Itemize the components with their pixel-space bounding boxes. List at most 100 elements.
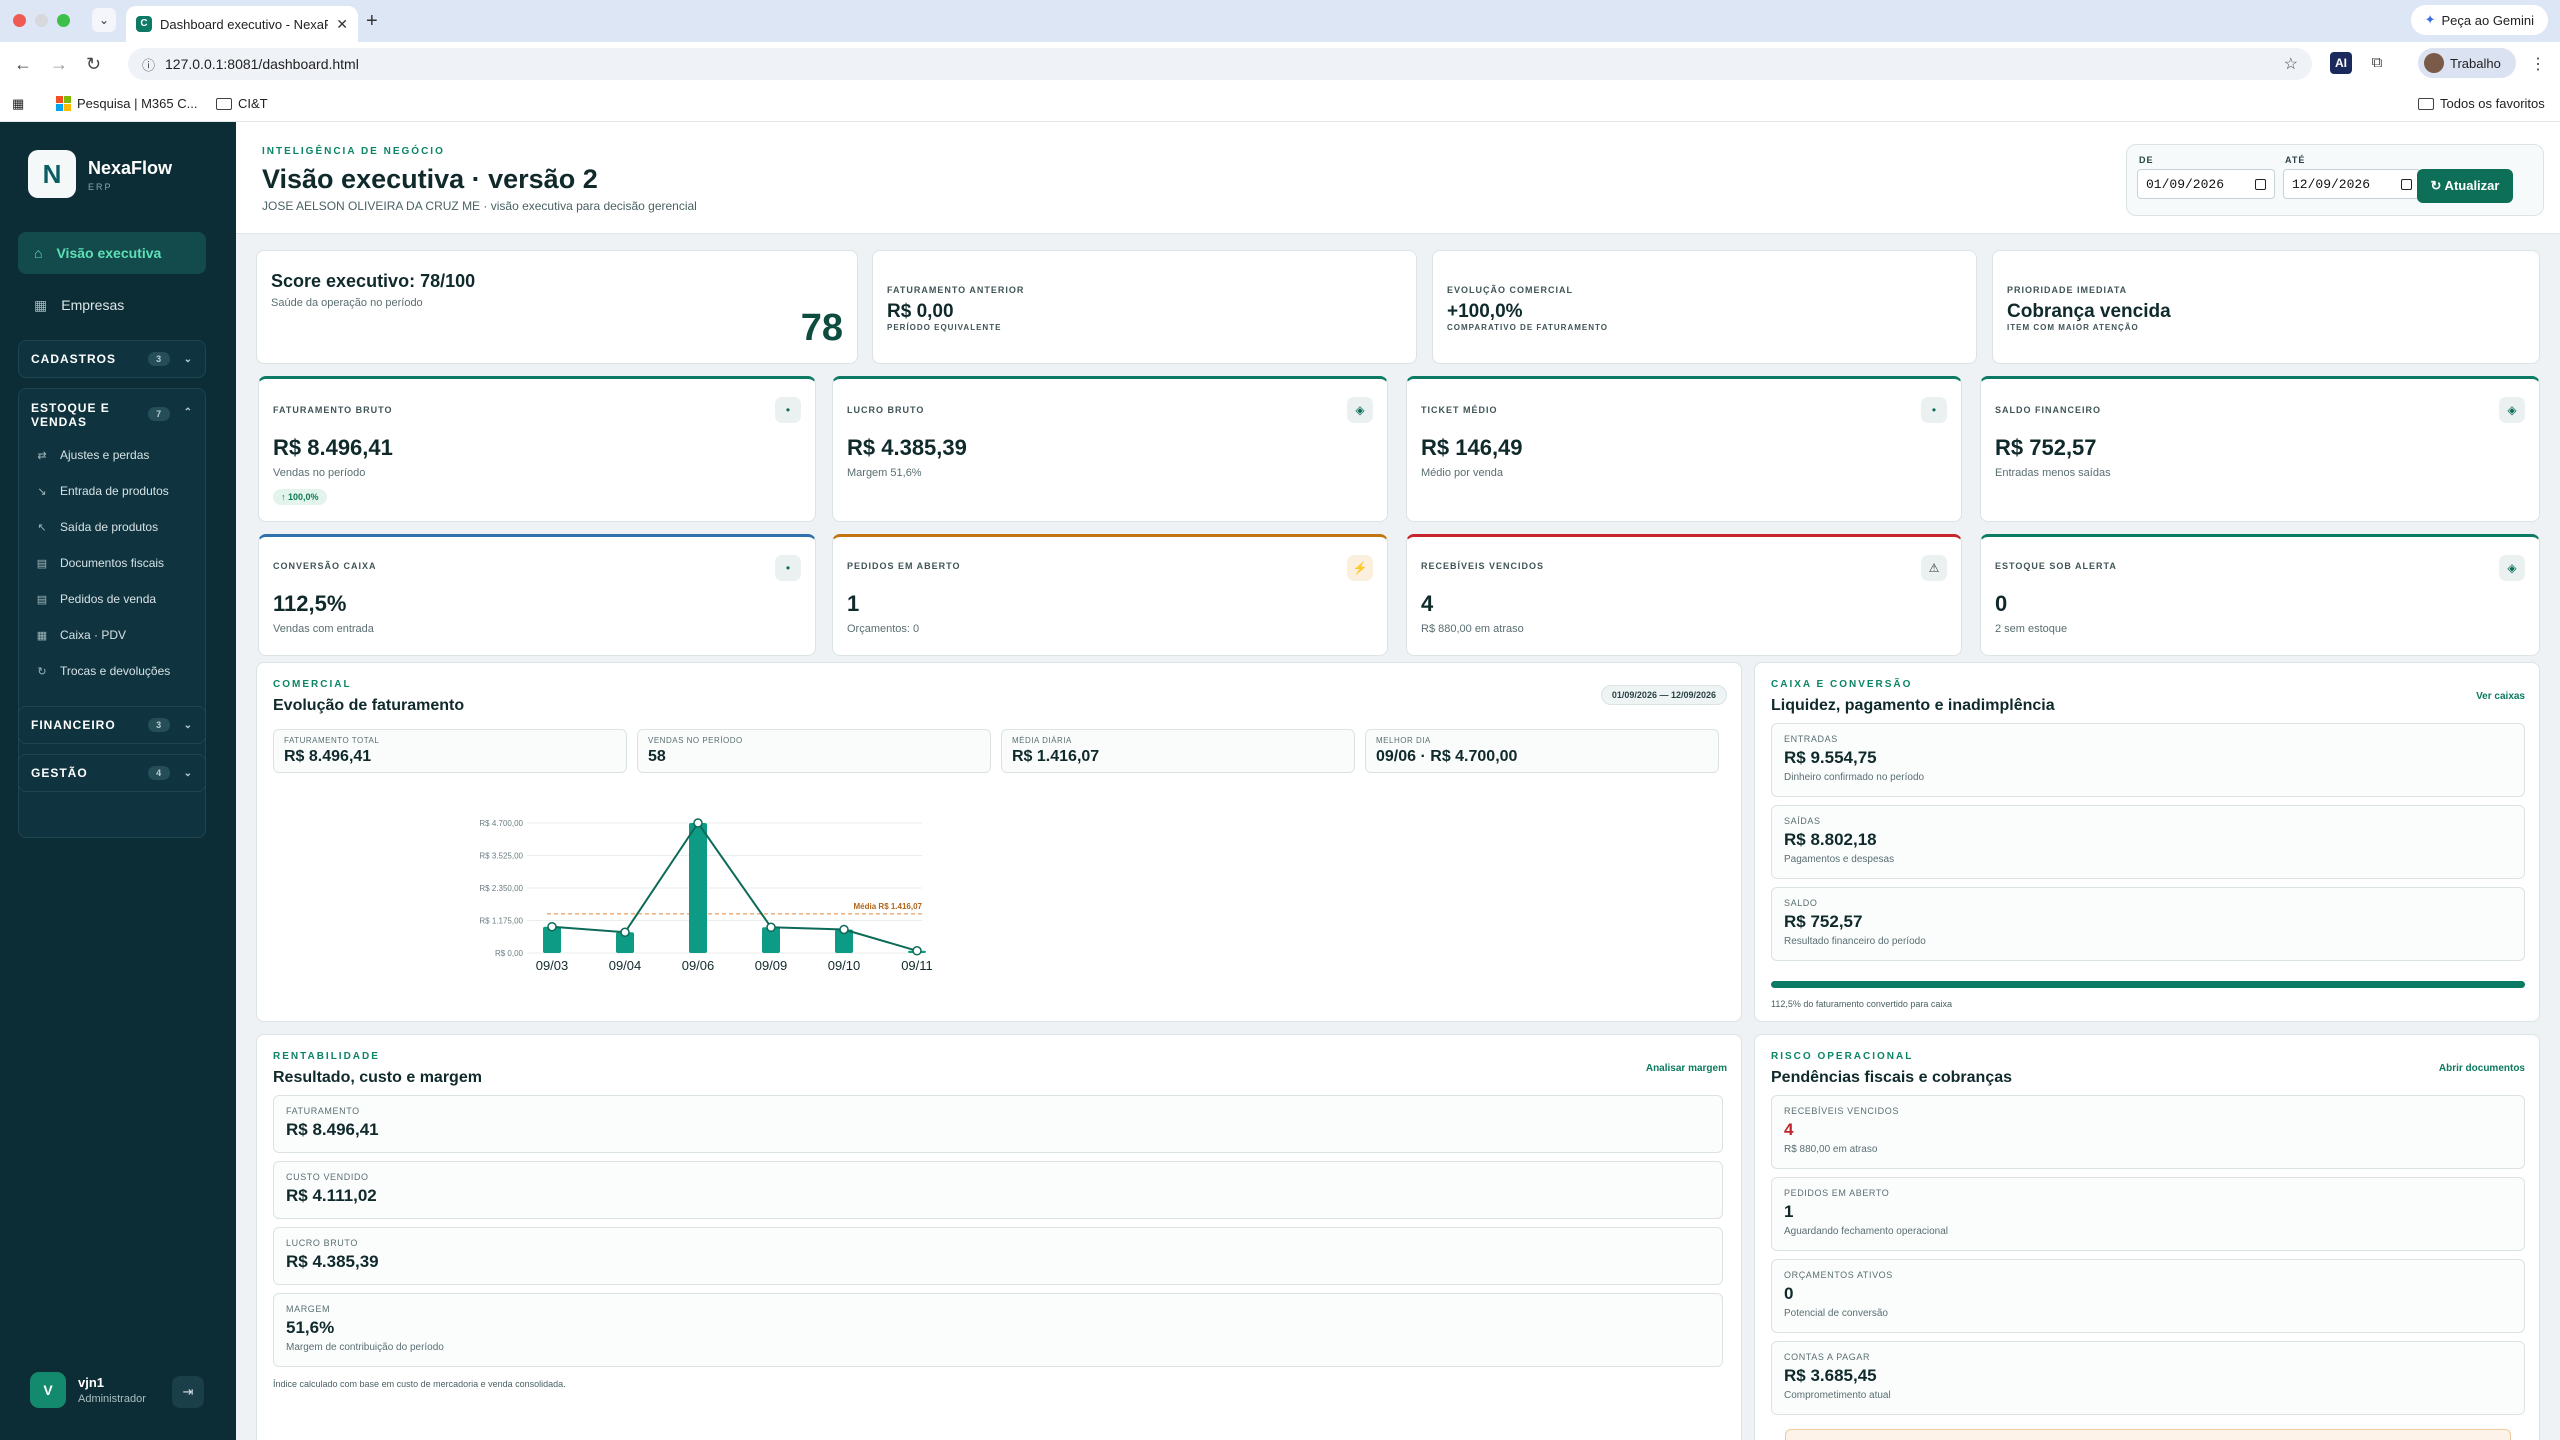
sidebar-subitem-entrada[interactable]: ↘ Entrada de produtos bbox=[36, 484, 169, 498]
summary-card-evolucao: EVOLUÇÃO COMERCIAL +100,0% COMPARATIVO D… bbox=[1432, 250, 1977, 364]
sidebar-subitem-trocas[interactable]: ↻ Trocas e devoluções bbox=[36, 664, 170, 678]
diamond-icon: ◈ bbox=[1347, 397, 1373, 423]
score-subtitle: Saúde da operação no período bbox=[271, 297, 423, 309]
row-desc: Dinheiro confirmado no período bbox=[1784, 772, 1925, 783]
card-label: EVOLUÇÃO COMERCIAL bbox=[1447, 285, 1573, 295]
bar bbox=[543, 926, 561, 953]
brand-subtitle: ERP bbox=[88, 182, 113, 192]
from-date-value: 01/09/2026 bbox=[2146, 176, 2225, 192]
close-window-button[interactable] bbox=[13, 14, 26, 27]
logout-button[interactable]: ⇥ bbox=[172, 1376, 204, 1408]
y-tick-label: R$ 1.175,00 bbox=[479, 917, 523, 926]
kpi-saldo-financeiro: SALDO FINANCEIRO ◈ R$ 752,57 Entradas me… bbox=[1980, 376, 2540, 522]
row-desc: Comprometimento atual bbox=[1784, 1390, 1891, 1401]
page-eyebrow: INTELIGÊNCIA DE NEGÓCIO bbox=[262, 146, 445, 157]
subitem-label: Entrada de produtos bbox=[60, 484, 169, 498]
sidebar-subitem-caixa[interactable]: ▦ Caixa · PDV bbox=[36, 628, 126, 642]
stat-vendas-periodo: VENDAS NO PERÍODO 58 bbox=[637, 729, 991, 773]
gemini-button[interactable]: ✦ Peça ao Gemini bbox=[2410, 5, 2548, 35]
sidebar-subitem-ajustes[interactable]: ⇄ Ajustes e perdas bbox=[36, 448, 149, 462]
row-desc: Potencial de conversão bbox=[1784, 1308, 1888, 1319]
apps-grid-icon[interactable]: ▦ bbox=[12, 96, 25, 111]
from-date-input[interactable]: 01/09/2026 bbox=[2137, 169, 2275, 199]
minimize-window-button[interactable] bbox=[35, 14, 48, 27]
group-label[interactable]: ESTOQUE E VENDAS bbox=[31, 401, 110, 429]
tab-title: Dashboard executivo - NexaFl bbox=[160, 16, 329, 32]
data-point bbox=[766, 922, 776, 933]
commercial-panel: COMERCIAL Evolução de faturamento 01/09/… bbox=[256, 662, 1742, 1022]
sidebar-group-financeiro[interactable]: FINANCEIRO 3 ⌄ bbox=[18, 706, 206, 744]
bookmark-label: Pesquisa | M365 C... bbox=[77, 96, 198, 111]
revenue-chart: R$ 0,00 R$ 1.175,00 R$ 2.350,00 R$ 3.525,00… bbox=[479, 818, 933, 973]
profit-row-margem: MARGEM 51,6% Margem de contribuição do per… bbox=[273, 1293, 1723, 1367]
stat-value: R$ 8.496,41 bbox=[284, 748, 372, 765]
calendar-icon[interactable] bbox=[2401, 178, 2412, 190]
update-button[interactable]: ↻ Atualizar bbox=[2417, 169, 2513, 203]
ver-caixas-link[interactable]: Ver caixas bbox=[2476, 691, 2525, 702]
maximize-window-button[interactable] bbox=[57, 14, 70, 27]
row-value: R$ 4.385,39 bbox=[286, 1252, 379, 1271]
chevron-up-icon[interactable]: ⌃ bbox=[183, 407, 193, 418]
tab-search-button[interactable]: ⌄ bbox=[92, 8, 116, 32]
risk-row-pedidos: PEDIDOS EM ABERTO 1 Aguardando fechamento … bbox=[1771, 1177, 2525, 1251]
chevron-down-icon: ⌄ bbox=[183, 353, 193, 365]
sidebar: N NexaFlow ERP ⌂ Visão executiva ▦ Empre… bbox=[0, 122, 236, 1440]
close-tab-icon[interactable]: ✕ bbox=[336, 15, 348, 32]
bookmark-star-icon[interactable]: ☆ bbox=[2283, 56, 2298, 73]
to-date-input[interactable]: 12/09/2026 bbox=[2283, 169, 2421, 199]
period-badge: 01/09/2026 — 12/09/2026 bbox=[1600, 685, 1727, 705]
diamond-icon: ◈ bbox=[2499, 555, 2525, 581]
row-label: FATURAMENTO bbox=[286, 1106, 360, 1116]
url-text: 127.0.0.1:8081/dashboard.html bbox=[165, 56, 359, 72]
sidebar-subitem-saida[interactable]: ↖ Saída de produtos bbox=[36, 520, 158, 534]
kpi-sub: Margem 51,6% bbox=[847, 467, 922, 479]
all-favorites[interactable]: Todos os favoritos bbox=[2418, 96, 2545, 111]
reload-icon[interactable]: ↻ bbox=[86, 54, 102, 74]
stat-label: FATURAMENTO TOTAL bbox=[284, 736, 380, 745]
bookmark-m365[interactable]: Pesquisa | M365 C... bbox=[56, 96, 197, 111]
forward-icon[interactable]: → bbox=[50, 54, 68, 74]
bookmarks-bar: ▦ Pesquisa | M365 C... CI&T Todos os fav… bbox=[0, 86, 2560, 122]
sidebar-item-empresas[interactable]: ▦ Empresas bbox=[18, 284, 206, 326]
dot-icon: • bbox=[1921, 397, 1947, 423]
panel-title: Evolução de faturamento bbox=[273, 697, 465, 714]
profile-button[interactable]: Trabalho bbox=[2418, 48, 2516, 78]
data-point bbox=[547, 921, 557, 932]
sidebar-group-cadastros[interactable]: CADASTROS 3 ⌄ bbox=[18, 340, 206, 378]
subitem-label: Trocas e devoluções bbox=[60, 664, 171, 678]
card-value: Cobrança vencida bbox=[2007, 301, 2171, 322]
bookmark-cit[interactable]: CI&T bbox=[216, 96, 268, 111]
cash-row-saidas: SAÍDAS R$ 8.802,18 Pagamentos e despesas bbox=[1771, 805, 2525, 879]
new-tab-button[interactable]: + bbox=[366, 10, 378, 32]
arrow-out-icon: ↖ bbox=[37, 521, 47, 534]
row-desc: Margem de contribuição do período bbox=[286, 1342, 444, 1353]
sidebar-item-visao-executiva[interactable]: ⌂ Visão executiva bbox=[18, 232, 206, 274]
kpi-value: 112,5% bbox=[273, 591, 347, 616]
score-title: Score executivo: 78/100 bbox=[271, 271, 476, 291]
footnote: Índice calculado com base em custo de me… bbox=[273, 1379, 566, 1389]
gemini-label: Peça ao Gemini bbox=[2441, 12, 2535, 28]
kpi-value: 0 bbox=[1995, 591, 2008, 616]
sidebar-item-label: Empresas bbox=[61, 297, 125, 313]
abrir-documentos-link[interactable]: Abrir documentos bbox=[2438, 1063, 2525, 1074]
kpi-label: ESTOQUE SOB ALERTA bbox=[1995, 561, 2117, 571]
browser-menu-icon[interactable]: ⋮ bbox=[2530, 56, 2546, 73]
refresh-icon: ↻ bbox=[37, 665, 47, 678]
address-bar[interactable]: ⓘ 127.0.0.1:8081/dashboard.html ☆ bbox=[128, 48, 2312, 80]
sidebar-subitem-documentos[interactable]: ▤ Documentos fiscais bbox=[36, 556, 164, 570]
back-icon[interactable]: ← bbox=[14, 54, 32, 74]
analisar-margem-link[interactable]: Analisar margem bbox=[1645, 1063, 1727, 1074]
browser-tab[interactable]: C Dashboard executivo - NexaFl ✕ bbox=[126, 6, 358, 42]
extensions-puzzle-icon[interactable]: ⧉ bbox=[2371, 54, 2383, 71]
kpi-value: R$ 4.385,39 bbox=[847, 435, 967, 460]
group-count-badge: 3 bbox=[147, 718, 170, 732]
calendar-icon[interactable] bbox=[2255, 178, 2266, 190]
site-info-icon[interactable]: ⓘ bbox=[142, 57, 156, 73]
bolt-icon: ⚡ bbox=[1347, 555, 1373, 581]
sidebar-group-gestao[interactable]: GESTÃO 4 ⌄ bbox=[18, 754, 206, 792]
extension-icon[interactable]: AI bbox=[2330, 52, 2352, 74]
subitem-label: Caixa · PDV bbox=[60, 628, 127, 642]
sidebar-subitem-pedidos[interactable]: ▤ Pedidos de venda bbox=[36, 592, 156, 606]
group-label: FINANCEIRO bbox=[31, 718, 116, 732]
dot-icon: • bbox=[775, 555, 801, 581]
